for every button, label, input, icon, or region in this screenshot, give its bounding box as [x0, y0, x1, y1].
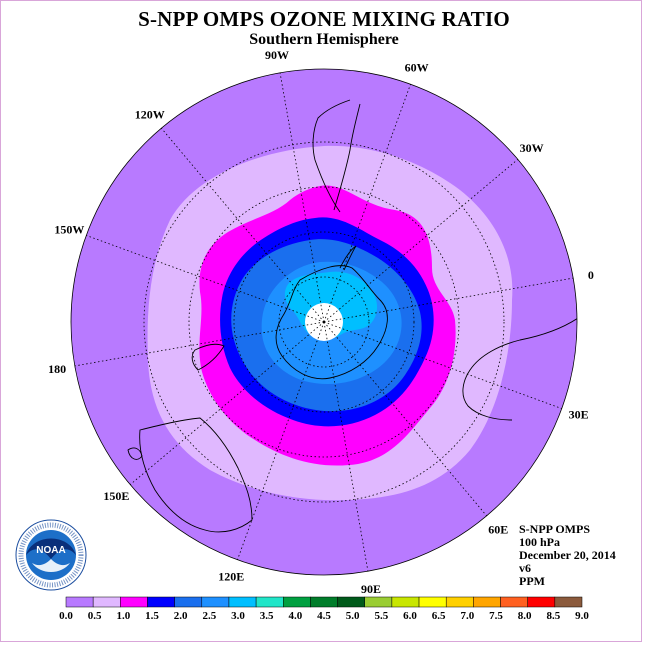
info-date: December 20, 2014 [519, 548, 616, 562]
south-america-coast [312, 99, 361, 213]
longitude-label: 60E [488, 523, 508, 537]
longitude-labels: 90W 60W 30W 0 30E 60E 90E 120E 150E 180 150W 120W [48, 48, 594, 596]
antarctica-coast [275, 265, 388, 380]
tasmania-coast [127, 447, 143, 460]
longitude-label: 150W [54, 222, 84, 236]
info-block: S-NPP OMPS 100 hPa December 20, 2014 v6 … [519, 523, 616, 588]
info-version: v6 [519, 561, 531, 575]
map-title: S-NPP OMPS OZONE MIXING RATIO [138, 7, 510, 31]
longitude-label: 180 [48, 362, 66, 376]
latitude-circle [233, 231, 415, 413]
australia-coast [139, 417, 253, 533]
noaa-logo: NOAA [15, 519, 87, 591]
longitude-label: 120E [218, 570, 244, 584]
longitude-label: 90W [265, 48, 289, 62]
noaa-logo-text: NOAA [36, 545, 65, 556]
info-level: 100 hPa [519, 535, 561, 549]
latitude-circle [143, 141, 505, 503]
latitude-circle [278, 276, 370, 368]
graticule [74, 72, 574, 572]
info-units: PPM [519, 574, 545, 588]
longitude-label: 150E [103, 489, 129, 503]
longitude-label: 120W [135, 107, 165, 121]
longitude-label: 90E [361, 582, 381, 596]
coastlines [127, 99, 577, 533]
longitude-label: 0 [588, 268, 594, 282]
africa-coast [462, 317, 577, 421]
longitude-label: 60W [405, 60, 429, 74]
map-subtitle: Southern Hemisphere [249, 31, 399, 48]
longitude-label: 30E [569, 408, 589, 422]
info-instrument: S-NPP OMPS [519, 522, 590, 536]
antarctic-peninsula-coast [339, 245, 357, 271]
longitude-label: 30W [520, 141, 544, 155]
new-zealand-coast [191, 343, 225, 371]
latitude-circle [188, 186, 460, 458]
map-boundary [70, 68, 578, 576]
